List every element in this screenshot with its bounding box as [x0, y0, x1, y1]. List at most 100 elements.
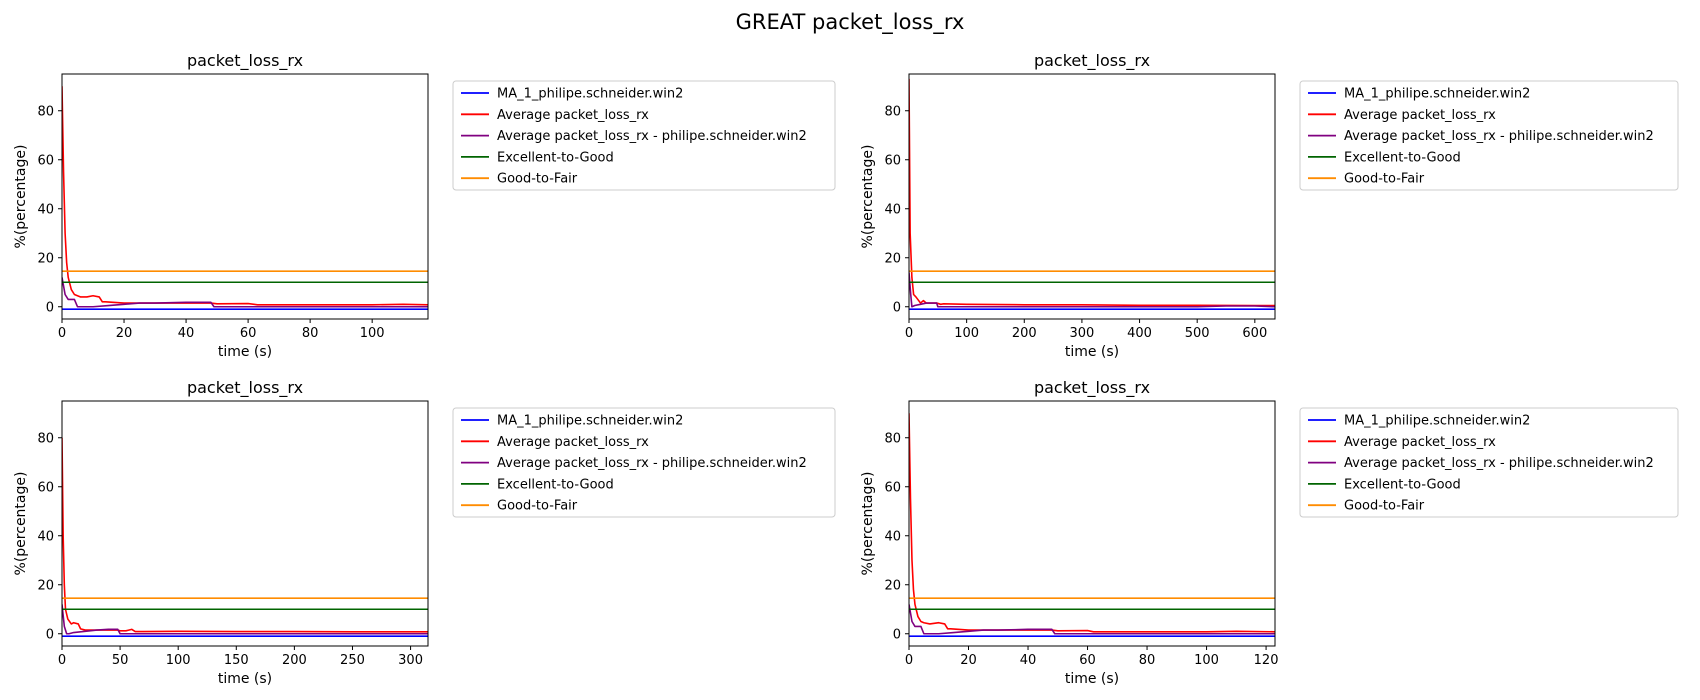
x-tick-label: 60	[1079, 653, 1096, 668]
axes-frame	[908, 73, 1276, 320]
legend-label-average-user: Average packet_loss_rx - philipe.schneid…	[497, 129, 807, 144]
x-axis-label: time (s)	[218, 671, 272, 687]
x-tick-label: 120	[1254, 653, 1279, 668]
x-tick-label: 500	[1185, 326, 1210, 341]
x-tick-label: 100	[1194, 653, 1219, 668]
y-tick-label: 40	[884, 529, 901, 544]
y-tick-label: 40	[37, 529, 54, 544]
x-tick-label: 250	[340, 653, 365, 668]
axes-frame	[908, 400, 1276, 647]
y-tick-label: 0	[893, 627, 901, 642]
x-tick-label: 400	[1127, 326, 1152, 341]
y-axis-label: %(percentage)	[13, 472, 29, 576]
legend-frame	[1299, 80, 1679, 191]
x-tick-label: 20	[116, 326, 133, 341]
legend-frame	[452, 80, 836, 191]
y-tick-label: 20	[37, 251, 54, 266]
y-tick-label: 60	[884, 480, 901, 495]
x-tick-label: 80	[1139, 653, 1156, 668]
legend-label-excellent-to-good: Excellent-to-Good	[1344, 477, 1461, 492]
legend-label-good-to-fair: Good-to-Fair	[497, 172, 578, 187]
legend-label-excellent-to-good: Excellent-to-Good	[1344, 150, 1461, 165]
y-axis-label: %(percentage)	[13, 145, 29, 249]
legend: MA_1_philipe.schneider.win2 Average packe…	[452, 407, 836, 518]
y-tick-label: 20	[884, 578, 901, 593]
subplot-1: packet_loss_rx 0 20 40 60 80 100 0 20 40 60 80 time …	[13, 51, 836, 360]
axes-frame	[61, 73, 429, 320]
subplot-2: packet_loss_rx 0 100 200 300 400 500 600 0 20 40 60…	[860, 51, 1679, 360]
figure-title: GREAT packet_loss_rx	[736, 10, 965, 35]
average-line	[62, 437, 428, 633]
x-tick-label: 300	[398, 653, 423, 668]
subplot-title: packet_loss_rx	[187, 51, 303, 71]
subplot-4: packet_loss_rx 0 20 40 60 80 100 120 0 20 40 60 80 ti…	[860, 378, 1679, 687]
x-tick-label: 40	[178, 326, 195, 341]
y-tick-label: 40	[884, 202, 901, 217]
x-tick-label: 50	[112, 653, 129, 668]
y-tick-label: 80	[884, 104, 901, 119]
legend: MA_1_philipe.schneider.win2 Average packe…	[452, 80, 836, 191]
x-tick-label: 100	[954, 326, 979, 341]
legend-frame	[1299, 407, 1679, 518]
legend-label-good-to-fair: Good-to-Fair	[497, 499, 578, 514]
x-tick-label: 60	[240, 326, 257, 341]
average-user-line	[62, 604, 428, 635]
average-user-line	[909, 604, 1275, 635]
x-tick-label: 20	[960, 653, 977, 668]
x-tick-label: 200	[282, 653, 307, 668]
y-tick-label: 60	[37, 480, 54, 495]
legend-frame	[452, 407, 836, 518]
legend-label-average: Average packet_loss_rx	[1344, 435, 1496, 450]
x-tick-label: 40	[1020, 653, 1037, 668]
subplot-3: packet_loss_rx 0 50 100 150 200 250 300 0 20 40 60 8…	[13, 378, 836, 687]
y-tick-label: 80	[37, 431, 54, 446]
axes-frame	[61, 400, 429, 647]
y-tick-label: 80	[884, 431, 901, 446]
subplot-title: packet_loss_rx	[1034, 378, 1150, 398]
legend-label-average-user: Average packet_loss_rx - philipe.schneid…	[497, 456, 807, 471]
subplot-title: packet_loss_rx	[1034, 51, 1150, 71]
series-group	[62, 86, 428, 311]
series-group	[62, 437, 428, 638]
average-user-line	[62, 277, 428, 308]
subplot-grid: packet_loss_rx 0 20 40 60 80 100 0 20 40 60 80 time …	[13, 51, 1679, 687]
y-tick-label: 40	[37, 202, 54, 217]
x-axis-label: time (s)	[1065, 344, 1119, 360]
x-tick-label: 300	[1069, 326, 1094, 341]
legend-label-average-user: Average packet_loss_rx - philipe.schneid…	[1344, 456, 1654, 471]
series-group	[909, 78, 1275, 311]
x-tick-label: 200	[1012, 326, 1037, 341]
subplot-title: packet_loss_rx	[187, 378, 303, 398]
average-line	[909, 413, 1275, 633]
legend-label-excellent-to-good: Excellent-to-Good	[497, 477, 614, 492]
legend-label-average-user: Average packet_loss_rx - philipe.schneid…	[1344, 129, 1654, 144]
x-tick-label: 100	[360, 326, 385, 341]
average-user-line	[909, 272, 1275, 308]
x-tick-label: 0	[58, 326, 66, 341]
legend-label-average: Average packet_loss_rx	[497, 108, 649, 123]
legend-label-ma: MA_1_philipe.schneider.win2	[1344, 87, 1530, 102]
y-tick-label: 0	[893, 300, 901, 315]
x-tick-label: 600	[1242, 326, 1267, 341]
y-axis-label: %(percentage)	[860, 145, 876, 249]
y-tick-label: 80	[37, 104, 54, 119]
legend: MA_1_philipe.schneider.win2 Average packe…	[1299, 80, 1679, 191]
y-tick-label: 20	[884, 251, 901, 266]
legend-label-good-to-fair: Good-to-Fair	[1344, 172, 1425, 187]
legend: MA_1_philipe.schneider.win2 Average packe…	[1299, 407, 1679, 518]
y-tick-label: 20	[37, 578, 54, 593]
legend-label-good-to-fair: Good-to-Fair	[1344, 499, 1425, 514]
legend-label-excellent-to-good: Excellent-to-Good	[497, 150, 614, 165]
x-tick-label: 80	[302, 326, 319, 341]
x-axis-label: time (s)	[218, 344, 272, 360]
y-tick-label: 0	[46, 300, 54, 315]
y-axis-label: %(percentage)	[860, 472, 876, 576]
average-line	[62, 86, 428, 306]
y-tick-label: 60	[37, 153, 54, 168]
legend-label-average: Average packet_loss_rx	[1344, 108, 1496, 123]
x-tick-label: 150	[224, 653, 249, 668]
y-tick-label: 60	[884, 153, 901, 168]
legend-label-ma: MA_1_philipe.schneider.win2	[497, 87, 683, 102]
legend-label-ma: MA_1_philipe.schneider.win2	[1344, 414, 1530, 429]
